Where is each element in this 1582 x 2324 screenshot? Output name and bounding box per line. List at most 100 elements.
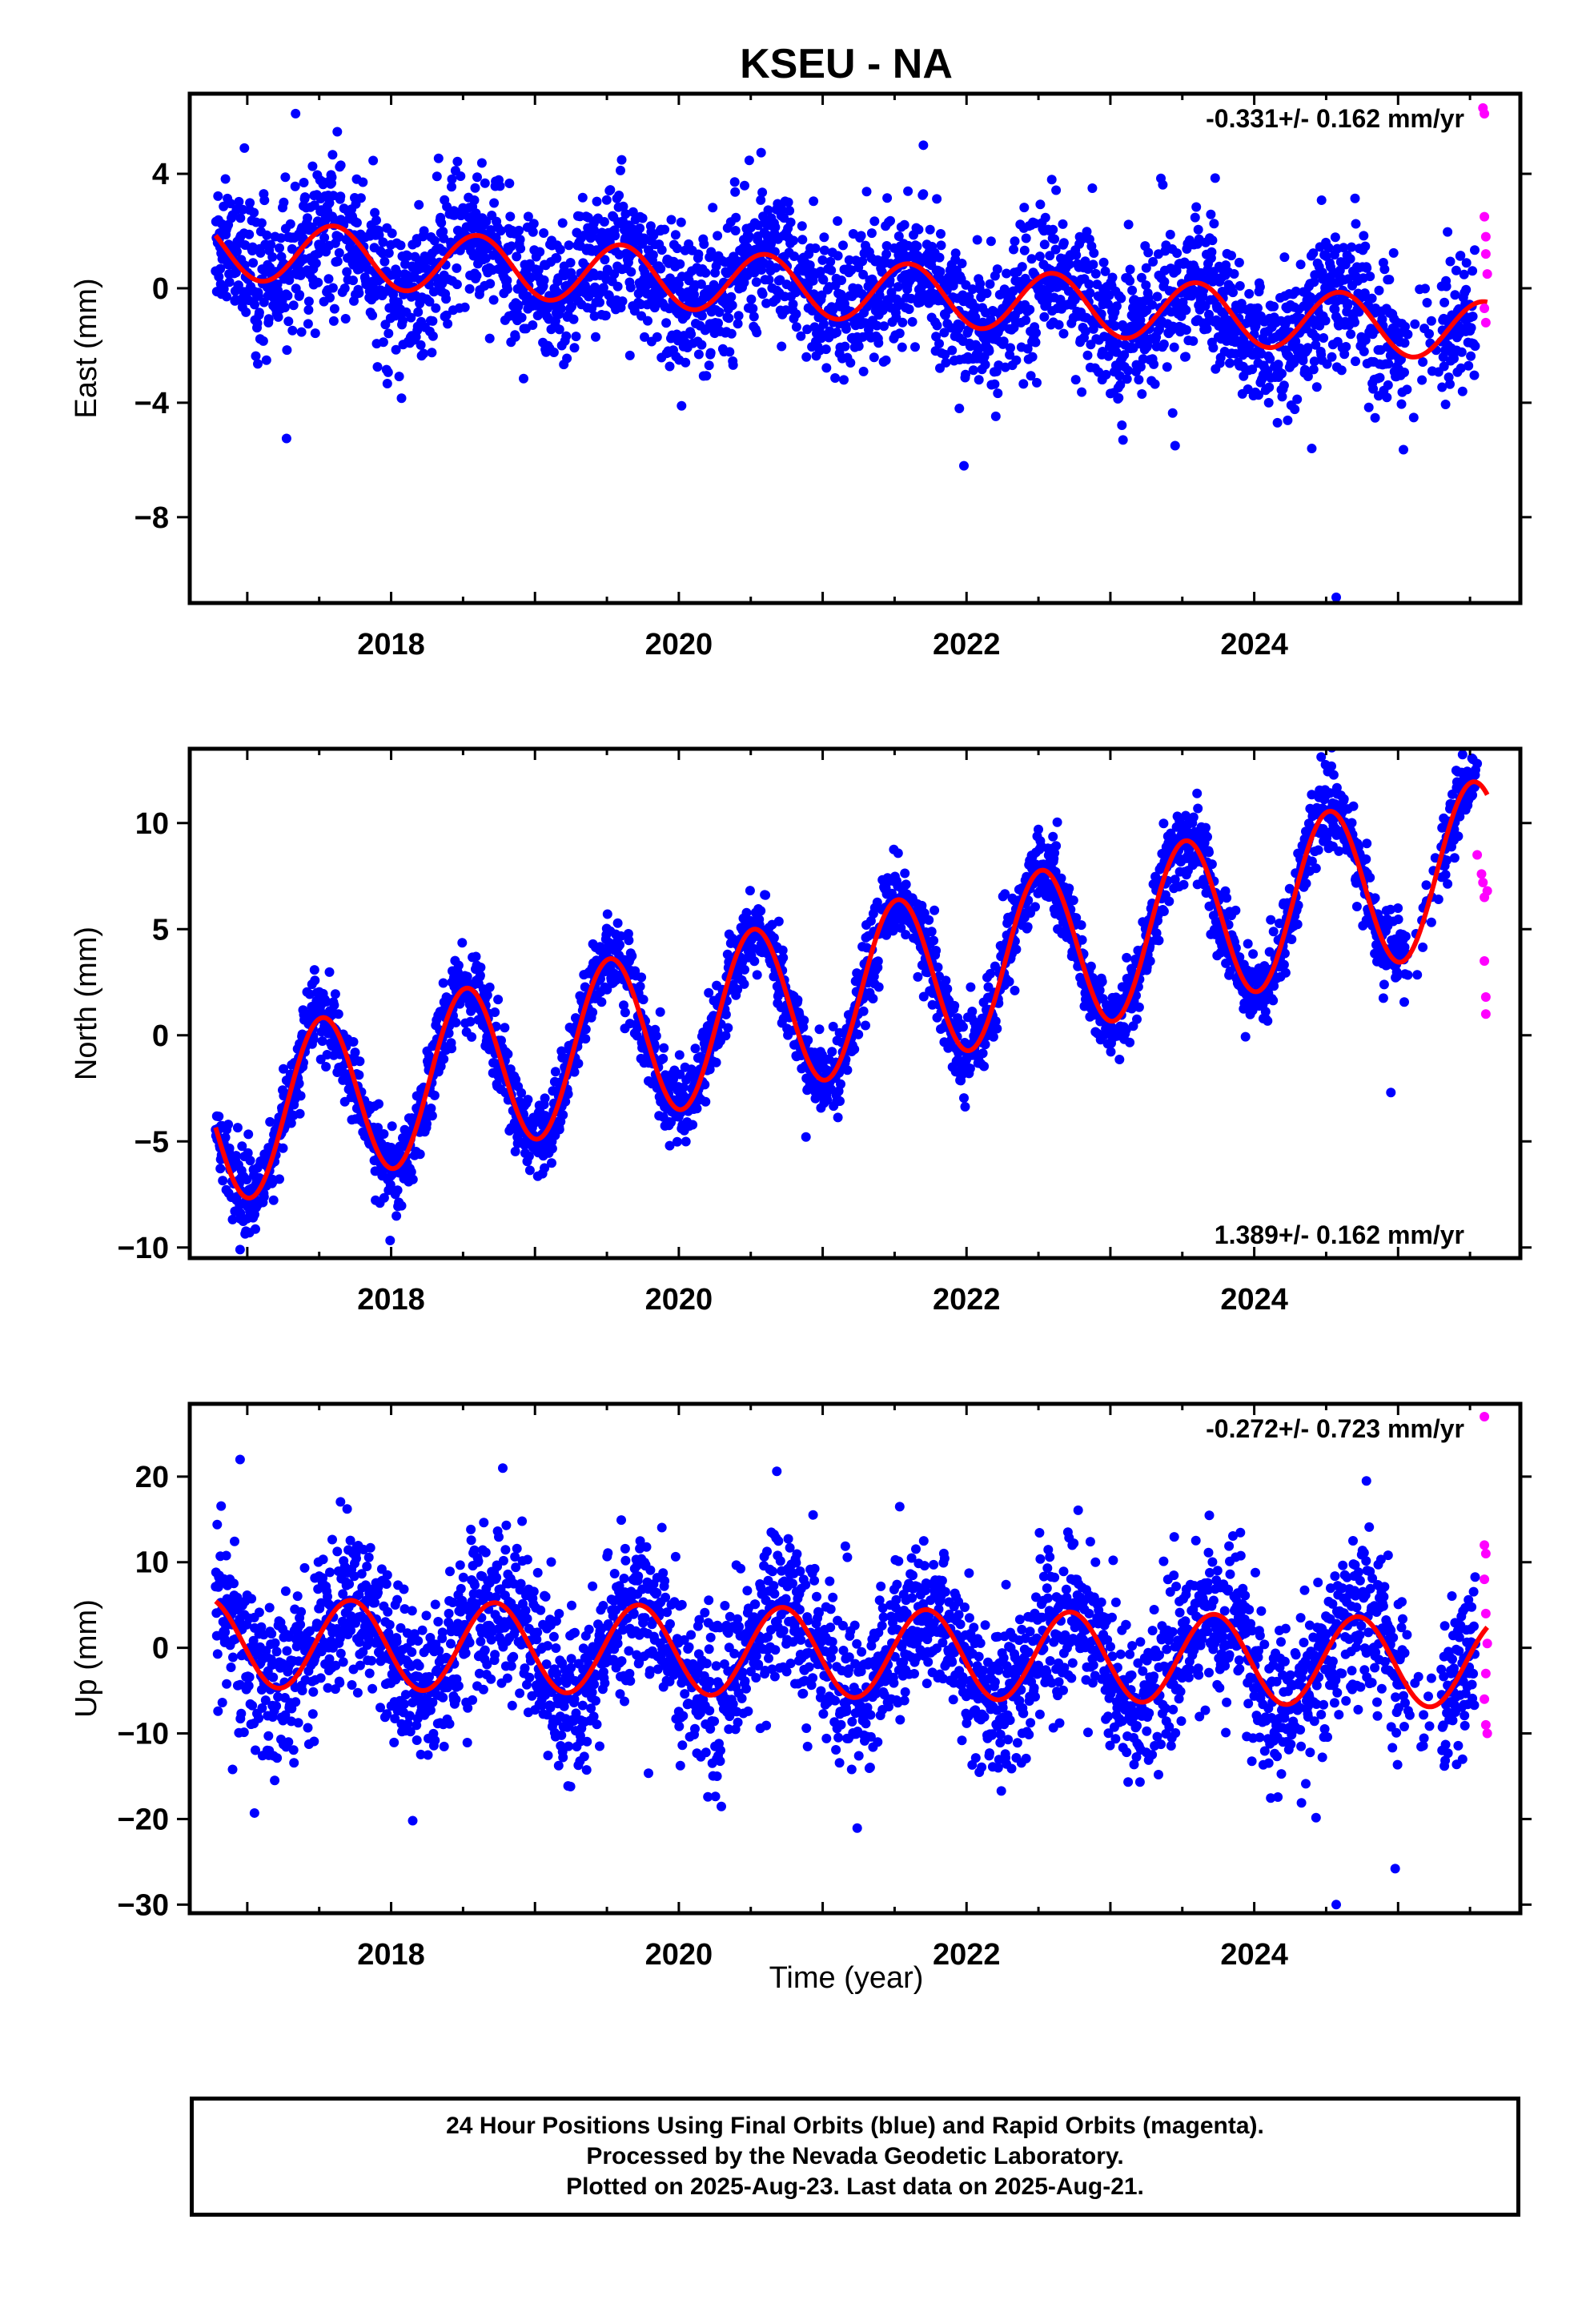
final-point-outlier: [954, 404, 965, 414]
final-point: [355, 193, 366, 203]
final-point: [279, 303, 290, 312]
final-point: [1135, 315, 1146, 325]
figure-title: KSEU - NA: [740, 41, 953, 87]
final-point: [480, 253, 491, 263]
final-point: [1046, 175, 1057, 185]
final-point: [1229, 269, 1239, 279]
final-point: [1308, 248, 1319, 259]
final-point: [573, 1059, 584, 1068]
final-point: [275, 1174, 284, 1184]
final-point: [936, 240, 946, 251]
final-point: [861, 1020, 870, 1031]
final-point: [1080, 256, 1090, 267]
final-point: [1235, 281, 1245, 291]
final-point: [942, 983, 953, 994]
final-point: [826, 265, 837, 275]
final-point: [1009, 244, 1018, 255]
final-point: [548, 348, 559, 357]
final-point: [1141, 280, 1151, 291]
final-point: [1070, 375, 1081, 385]
final-point: [1004, 976, 1014, 987]
final-point: [897, 317, 908, 328]
final-point: [643, 316, 652, 326]
final-point: [990, 379, 1000, 389]
final-point: [350, 1047, 360, 1058]
final-point: [383, 367, 393, 377]
final-point: [415, 1149, 425, 1160]
final-point: [605, 185, 616, 195]
final-point: [866, 228, 877, 239]
final-point: [861, 187, 872, 197]
final-point: [496, 1035, 506, 1046]
final-point: [313, 248, 323, 259]
final-point: [403, 251, 413, 261]
final-point: [967, 1007, 978, 1016]
final-point: [1396, 399, 1407, 409]
final-point: [220, 174, 231, 184]
final-point: [476, 158, 487, 168]
final-point: [252, 318, 263, 328]
final-point: [678, 1082, 689, 1092]
final-point: [984, 346, 994, 356]
final-point: [697, 340, 707, 350]
final-point: [692, 1104, 702, 1114]
final-point: [821, 363, 832, 373]
final-point: [713, 231, 723, 241]
final-point: [681, 357, 691, 368]
final-point: [1018, 379, 1029, 389]
final-point: [1309, 356, 1319, 367]
final-point: [617, 296, 628, 307]
final-point: [1243, 384, 1253, 394]
final-point: [554, 1124, 564, 1135]
final-point: [853, 341, 864, 352]
final-point: [1011, 355, 1022, 365]
final-point: [936, 229, 946, 239]
final-point: [869, 352, 879, 363]
final-point: [307, 161, 318, 171]
final-point: [1207, 247, 1217, 257]
final-point: [713, 318, 723, 328]
final-point: [303, 305, 314, 315]
final-point: [429, 1090, 440, 1100]
final-point: [317, 1036, 327, 1046]
final-point: [1420, 283, 1430, 294]
final-point: [659, 1043, 669, 1053]
final-point: [1379, 264, 1390, 275]
final-point: [340, 314, 351, 324]
final-point: [469, 195, 480, 205]
final-point: [652, 332, 662, 342]
final-point: [1255, 282, 1265, 292]
final-point: [838, 240, 848, 251]
final-point: [391, 1211, 402, 1221]
final-point: [254, 308, 264, 318]
final-point-outlier: [335, 160, 346, 171]
x-tick-label: 2018: [357, 628, 425, 661]
plot-frame: [187, 91, 1523, 605]
final-point: [1445, 379, 1455, 389]
final-point: [670, 230, 681, 240]
final-point: [809, 196, 819, 207]
final-point: [547, 1144, 557, 1154]
final-point: [1150, 379, 1160, 389]
final-point: [801, 352, 812, 362]
final-point: [1265, 354, 1275, 364]
final-point: [1051, 841, 1062, 851]
final-point: [503, 1049, 513, 1059]
final-point: [665, 1140, 675, 1151]
final-point: [465, 1016, 476, 1027]
final-point: [291, 108, 301, 119]
final-point: [915, 297, 926, 308]
final-point: [757, 289, 768, 300]
final-point: [354, 288, 364, 298]
final-point: [1277, 392, 1287, 402]
final-point: [482, 990, 492, 1000]
final-point: [926, 927, 937, 937]
final-point: [1048, 224, 1058, 235]
final-point: [577, 192, 588, 203]
final-point: [1359, 288, 1370, 299]
final-point: [580, 1024, 591, 1035]
final-point: [1191, 202, 1202, 212]
final-point: [676, 217, 686, 227]
final-point: [1158, 179, 1168, 190]
